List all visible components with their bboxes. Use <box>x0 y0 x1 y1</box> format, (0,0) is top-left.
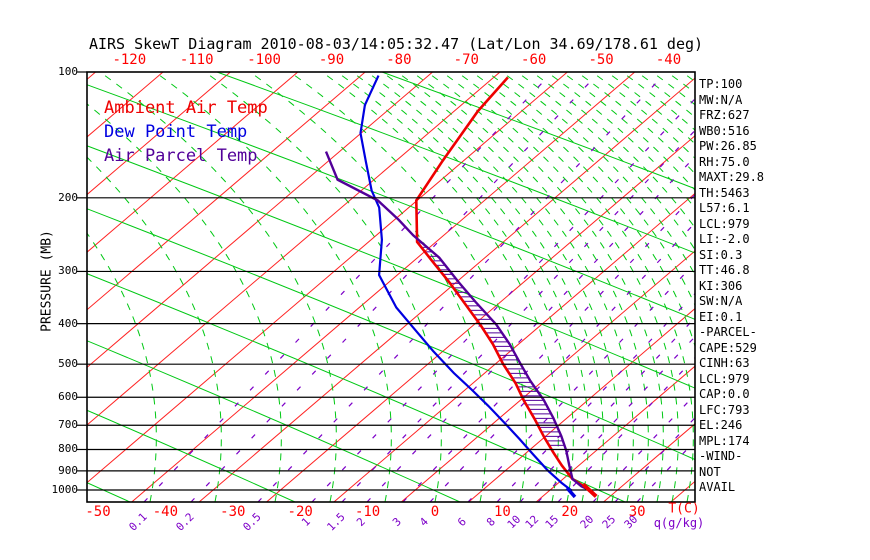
pressure-label-800: 800 <box>58 442 78 456</box>
cape-hatch-area <box>417 242 565 446</box>
stat-line-sw-n-a: SW:N/A <box>699 294 743 308</box>
top-axis-label--50: -50 <box>588 52 614 68</box>
bottom-axis-label-30: 30 <box>628 504 646 520</box>
bottom-axis-label-20: 20 <box>561 504 579 520</box>
stat-line-not: NOT <box>699 464 721 479</box>
pressure-label-500: 500 <box>58 357 78 371</box>
stat-line--wind-: -WIND- <box>699 449 743 463</box>
stat-line-lcl-979: LCL:979 <box>699 371 750 386</box>
pressure-axis-title: PRESSURE (MB) <box>39 230 55 332</box>
pressure-grid-lines <box>77 71 695 491</box>
stat-line-mpl-174: MPL:174 <box>699 433 750 448</box>
pressure-label-100: 100 <box>58 65 78 78</box>
stat-line-cape-529: CAPE:529 <box>699 340 757 355</box>
dry-adiabat-lines <box>87 72 695 502</box>
bottom-axis-label--20: -20 <box>287 504 313 520</box>
plot-border <box>86 71 696 503</box>
top-axis-label--70: -70 <box>453 52 479 68</box>
stat-line-tp-100: TP:100 <box>699 77 743 91</box>
stat-line--parcel-: -PARCEL- <box>699 325 757 339</box>
top-axis-label--110: -110 <box>179 52 214 68</box>
stat-line-frz-627: FRZ:627 <box>699 108 750 122</box>
dewpoint-surface-marker <box>565 486 577 499</box>
top-axis-label--80: -80 <box>386 52 412 68</box>
pressure-label-1000: 1000 <box>51 483 79 496</box>
stat-line-avail: AVAIL <box>699 480 736 494</box>
plot-area <box>87 72 695 502</box>
stat-line-tt-46-8: TT:46.8 <box>699 263 750 277</box>
stat-line-maxt-29-8: MAXT:29.8 <box>699 170 765 184</box>
stat-line-pw-26-85: PW:26.85 <box>699 139 757 153</box>
bottom-axis-label--30: -30 <box>220 504 246 520</box>
bottom-axis-label-0: 0 <box>430 504 440 520</box>
ambient-surface-marker <box>581 482 598 498</box>
mixing-ratio-lines <box>143 72 695 502</box>
bottom-axis-label--10: -10 <box>354 504 381 520</box>
pressure-label-400: 400 <box>58 316 78 330</box>
pressure-label-300: 300 <box>58 264 78 278</box>
top-axis-label--100: -100 <box>247 52 281 68</box>
stat-line-th-5463: TH:5463 <box>699 185 750 200</box>
stat-line-rh-75-0: RH:75.0 <box>699 154 750 169</box>
bottom-axis-label--40: -40 <box>152 504 179 520</box>
bottom-axis-label-10: 10 <box>493 504 511 520</box>
stat-line-mw-n-a: MW:N/A <box>699 92 743 107</box>
top-axis-label--120: -120 <box>112 52 147 68</box>
dewpoint-curve <box>359 75 573 492</box>
bottom-axis-label--50: -50 <box>85 504 111 520</box>
pressure-label-700: 700 <box>58 418 78 432</box>
ambient-curve <box>414 76 591 492</box>
top-axis-label--60: -60 <box>521 52 547 68</box>
legend-dew-point-temp: Dew Point Temp <box>104 122 248 142</box>
stat-line-cap-0-0: CAP:0.0 <box>699 387 750 401</box>
page-title: AIRS SkewT Diagram 2010-08-03/14:05:32.4… <box>88 35 704 53</box>
stat-line-cinh-63: CINH:63 <box>699 356 750 370</box>
mixing-ratio-unit-label: q(g/kg) <box>653 516 705 530</box>
pressure-label-600: 600 <box>58 390 78 404</box>
pressure-label-900: 900 <box>58 463 78 477</box>
stat-line-l57-6-1: L57:6.1 <box>699 201 750 215</box>
stat-line-ei-0-1: EI:0.1 <box>699 309 743 324</box>
stat-line-ki-306: KI:306 <box>699 278 743 293</box>
stat-line-lcl-979: LCL:979 <box>699 216 750 231</box>
top-axis-label--40: -40 <box>655 52 682 68</box>
temp-axis-unit-label: T(C) <box>668 501 700 517</box>
stat-line-wb0-516: WB0:516 <box>699 123 750 138</box>
stat-line-li-2-0: LI:-2.0 <box>699 232 750 246</box>
legend-ambient-air-temp: Ambient Air Temp <box>104 98 268 118</box>
parcel-curve <box>324 151 591 492</box>
stat-line-lfc-793: LFC:793 <box>699 402 750 417</box>
top-axis-label--90: -90 <box>318 52 345 68</box>
stat-line-si-0-3: SI:0.3 <box>699 247 743 262</box>
legend-air-parcel-temp: Air Parcel Temp <box>104 146 258 166</box>
pressure-label-200: 200 <box>58 190 78 204</box>
stat-line-el-246: EL:246 <box>699 418 743 432</box>
